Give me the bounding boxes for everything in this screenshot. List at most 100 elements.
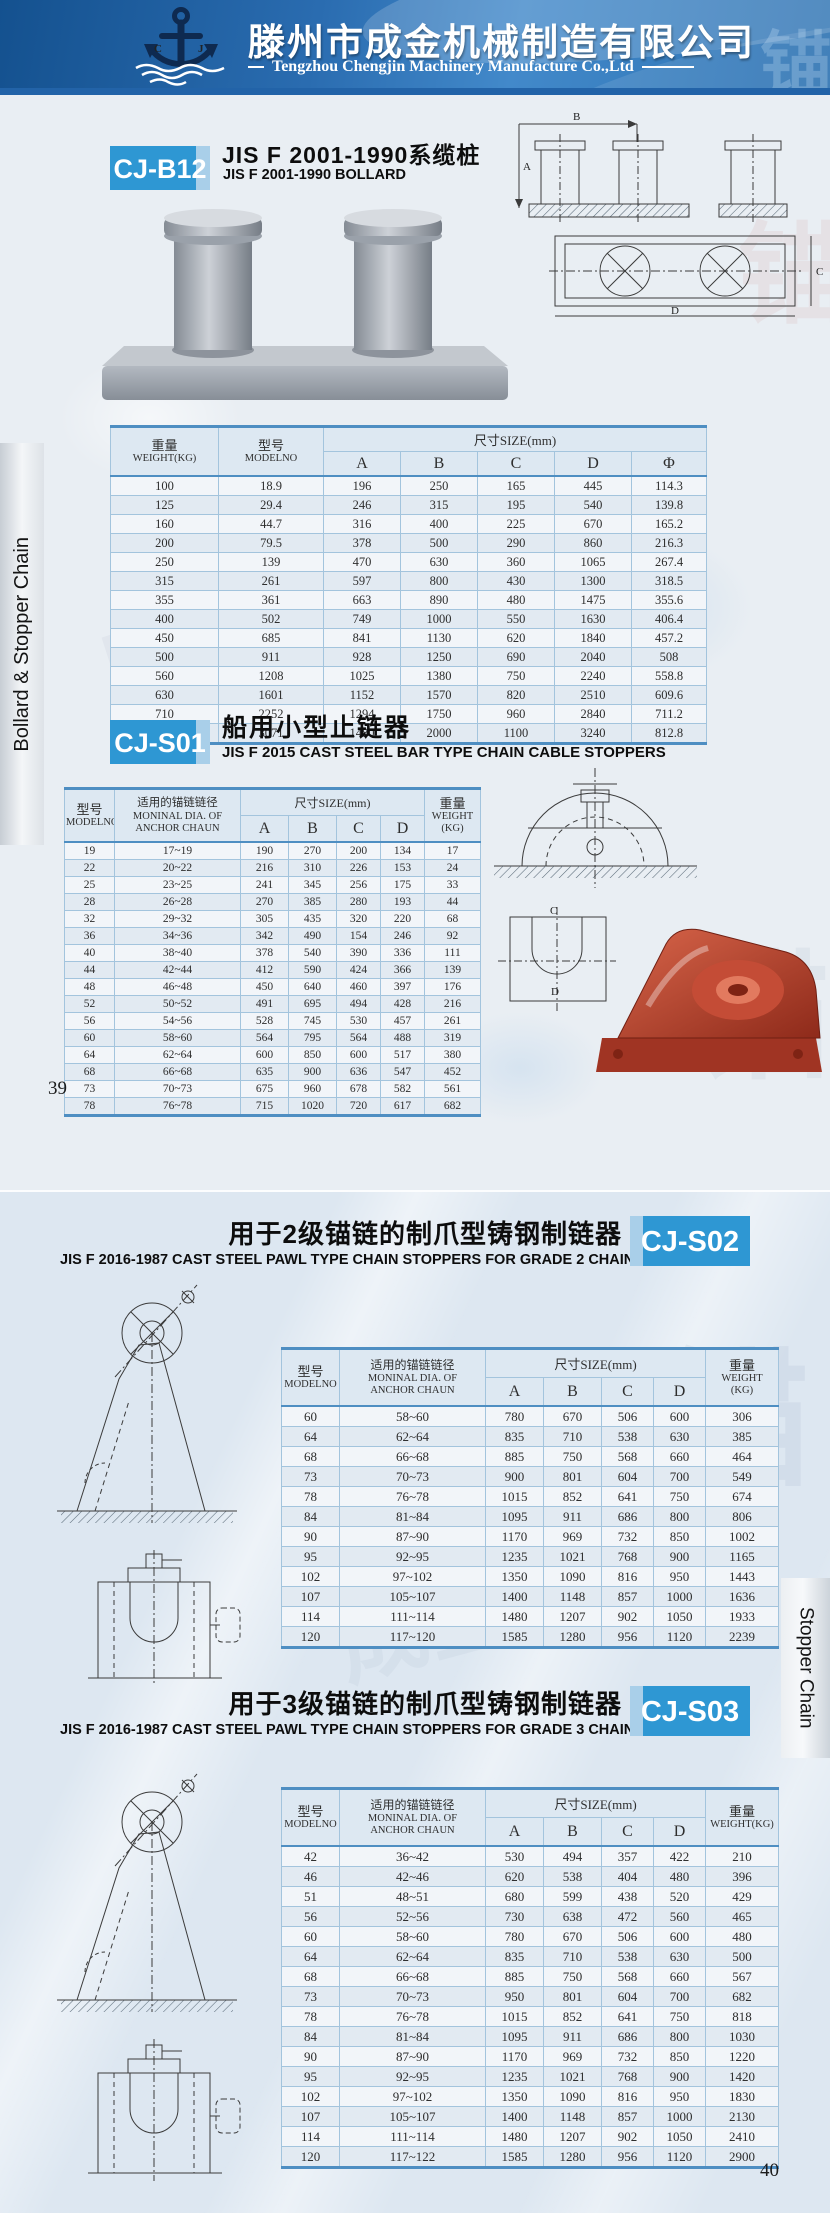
table-cell: 92~95 bbox=[339, 2066, 486, 2087]
table-cell: 641 bbox=[601, 1486, 654, 1507]
table-cell: 1280 bbox=[543, 1626, 602, 1648]
table-row: 48 46~48 450 640 460 397 176 bbox=[64, 978, 481, 996]
table-cell: 636 bbox=[336, 1063, 381, 1081]
table-cell: 450 bbox=[110, 628, 219, 648]
table-cell: 315 bbox=[400, 495, 478, 515]
table-cell: 690 bbox=[477, 647, 555, 667]
table-cell: 68 bbox=[281, 1966, 340, 1987]
table-cell: 107 bbox=[281, 2106, 340, 2127]
table-row: 114 111~114 1480 1207 902 1050 2410 bbox=[281, 2126, 780, 2147]
col-header-size-b: B bbox=[288, 815, 337, 843]
col-header-model: 型号 MODELNO bbox=[64, 788, 115, 843]
col-header-size-a: A bbox=[485, 1817, 544, 1847]
table-cell: 216 bbox=[240, 859, 289, 877]
table-cell: 835 bbox=[485, 1946, 544, 1967]
table-cell: 1443 bbox=[705, 1566, 780, 1587]
table-row: 315 261 597 800 430 1300 318.5 bbox=[110, 571, 708, 591]
table-cell: 749 bbox=[323, 609, 401, 629]
table-cell: 550 bbox=[477, 609, 555, 629]
dim-label-b: B bbox=[573, 111, 580, 123]
table-cell: 452 bbox=[424, 1063, 481, 1081]
table-cell: 490 bbox=[288, 927, 337, 945]
table-cell: 560 bbox=[652, 1906, 707, 1927]
table-cell: 345 bbox=[288, 876, 337, 894]
table-row: 102 97~102 1350 1090 816 950 1830 bbox=[281, 2086, 780, 2107]
table-cell: 107 bbox=[281, 1586, 340, 1607]
table-cell: 710 bbox=[543, 1426, 602, 1447]
table-cell: 812.8 bbox=[630, 723, 708, 744]
table-cell: 105~107 bbox=[339, 1586, 486, 1607]
table-cell: 165 bbox=[477, 475, 555, 496]
cjs02-front-view-drawing bbox=[88, 1550, 241, 1684]
cjs02-title-cn: 用于2级锚链的制爪型铸钢制链器 bbox=[228, 1219, 622, 1249]
table-cell: 366 bbox=[380, 961, 425, 979]
table-cell: 1235 bbox=[485, 1546, 544, 1567]
table-cell: 97~102 bbox=[339, 1566, 486, 1587]
table-cell: 190 bbox=[240, 841, 289, 860]
table-cell: 1585 bbox=[485, 2146, 544, 2168]
table-cell: 58~60 bbox=[339, 1405, 486, 1427]
table-cell: 139 bbox=[218, 552, 324, 572]
table-cell: 800 bbox=[652, 2026, 707, 2047]
table-cell: 960 bbox=[477, 704, 555, 724]
table-cell: 66~68 bbox=[339, 1966, 486, 1987]
table-cell: 42~44 bbox=[114, 961, 241, 979]
table-cell: 530 bbox=[485, 1845, 544, 1867]
table-row: 100 18.9 196 250 165 445 114.3 bbox=[110, 475, 708, 496]
table-cell: 494 bbox=[543, 1845, 602, 1867]
bollard-technical-drawing: B A C D bbox=[515, 111, 823, 317]
table-cell: 801 bbox=[543, 1986, 602, 2007]
table-row: 25 23~25 241 345 256 175 33 bbox=[64, 876, 481, 894]
table-cell: 558.8 bbox=[630, 666, 708, 686]
cjs01-product-photo bbox=[596, 928, 822, 1072]
table-cell: 2000 bbox=[400, 723, 478, 744]
table-cell: 950 bbox=[652, 2086, 707, 2107]
table-cell: 950 bbox=[652, 1566, 707, 1587]
page-number-40: 40 bbox=[760, 2160, 779, 2181]
table-cell: 73 bbox=[281, 1466, 340, 1487]
table-cell: 120 bbox=[281, 2146, 340, 2168]
table-row: 78 76~78 715 1020 720 617 682 bbox=[64, 1097, 481, 1116]
table-cell: 630 bbox=[652, 1426, 707, 1447]
table-cell: 400 bbox=[110, 609, 219, 629]
table-cell: 660 bbox=[652, 1446, 707, 1467]
table-cell: 160 bbox=[110, 514, 219, 534]
table-cell: 1380 bbox=[400, 666, 478, 686]
table-cell: 225 bbox=[477, 514, 555, 534]
page-number-39: 39 bbox=[48, 1078, 67, 1099]
table-cell: 87~90 bbox=[339, 1526, 486, 1547]
table-cell: 54~56 bbox=[114, 1012, 241, 1030]
table-cell: 538 bbox=[601, 1946, 654, 1967]
table-cell: 336 bbox=[380, 944, 425, 962]
table-cell: 494 bbox=[336, 995, 381, 1013]
table-cell: 1250 bbox=[400, 647, 478, 667]
col-header-chain-dia: 适用的锚链链径 MONINAL DIA. OF ANCHOR CHAUN bbox=[339, 1788, 486, 1847]
table-cell: 885 bbox=[485, 1446, 544, 1467]
table-cell: 270 bbox=[288, 841, 337, 860]
table-cell: 90 bbox=[281, 1526, 340, 1547]
col-header-size-b: B bbox=[400, 451, 478, 477]
table-cell: 956 bbox=[601, 1626, 654, 1648]
table-cell: 3240 bbox=[554, 723, 632, 744]
table-cell: 2410 bbox=[705, 2126, 780, 2147]
bollard-product-photo bbox=[102, 209, 508, 400]
table-cell: 660 bbox=[652, 1966, 707, 1987]
table-cell: 911 bbox=[543, 1506, 602, 1527]
table-cell: 816 bbox=[601, 1566, 654, 1587]
table-cell: 139 bbox=[424, 961, 481, 979]
table-cell: 750 bbox=[652, 1486, 707, 1507]
table-cell: 1220 bbox=[705, 2046, 780, 2067]
table-cell: 84 bbox=[281, 1506, 340, 1527]
table-cell: 92 bbox=[424, 927, 481, 945]
table-cell: 385 bbox=[705, 1426, 780, 1447]
col-header-size-c: C bbox=[601, 1377, 654, 1407]
header-anchor-glyph: 锚 bbox=[760, 26, 830, 95]
table-cell: 320 bbox=[336, 910, 381, 928]
cjb12-title-cn: JIS F 2001-1990系缆桩 bbox=[222, 142, 481, 168]
table-cell: 40 bbox=[64, 944, 115, 962]
table-cell: 900 bbox=[288, 1063, 337, 1081]
table-cell: 380 bbox=[424, 1046, 481, 1064]
col-header-size-b: B bbox=[543, 1817, 602, 1847]
svg-text:C: C bbox=[154, 43, 162, 55]
table-cell: 117~122 bbox=[339, 2146, 486, 2168]
